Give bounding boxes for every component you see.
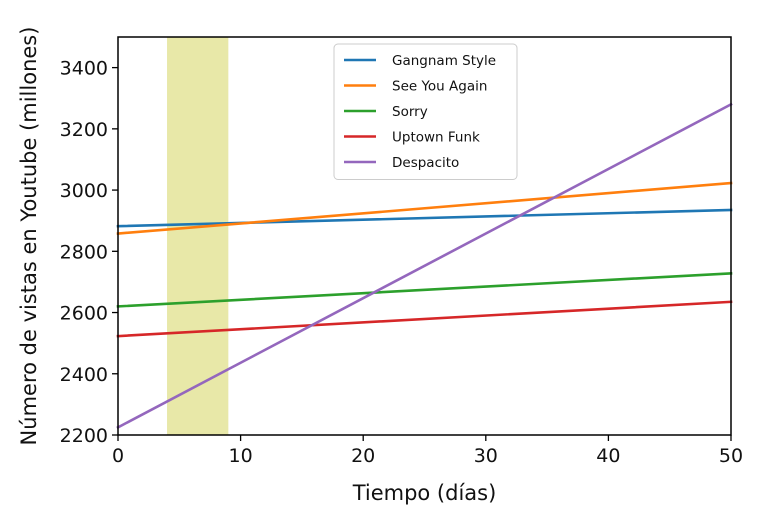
y-tick-label: 2600 [60, 303, 108, 325]
y-tick-label: 3400 [60, 58, 108, 80]
legend-box [333, 43, 518, 180]
y-tick-label: 2200 [60, 425, 108, 447]
x-axis-title: Tiempo (días) [352, 481, 497, 505]
y-axis-title: Número de vistas en Youtube (millones) [17, 27, 41, 446]
y-tick-label: 2800 [60, 241, 108, 263]
x-tick-label: 40 [596, 445, 620, 467]
legend-label: Gangnam Style [392, 53, 496, 69]
x-tick-label: 20 [351, 445, 375, 467]
x-tick-label: 50 [719, 445, 743, 467]
x-tick-label: 30 [474, 445, 498, 467]
series-lines-layer [116, 102, 733, 430]
x-tick-label: 0 [112, 445, 124, 467]
highlight-band-layer [167, 37, 229, 435]
y-tick-label: 3200 [60, 119, 108, 141]
legend-label: Sorry [392, 104, 428, 120]
series-line-gangnam-style [116, 208, 733, 228]
highlight-band [167, 37, 229, 435]
series-line-see-you-again [116, 181, 733, 235]
legend: Gangnam Style See You Again Sorry Uptown Fu… [333, 43, 518, 180]
legend-label: Uptown Funk [392, 130, 480, 146]
legend-label: Despacito [392, 155, 459, 171]
plot-area-frame [117, 36, 732, 436]
series-line-despacito [116, 102, 733, 430]
axis-ticks-layer: 0 10 20 30 40 50 2200 2400 2600 2800 3000 3200 3400 [60, 58, 743, 467]
series-line-sorry [116, 271, 733, 308]
y-tick-label: 2400 [60, 364, 108, 386]
x-tick-label: 10 [229, 445, 253, 467]
legend-label: See You Again [392, 79, 487, 95]
y-tick-label: 3000 [60, 180, 108, 202]
series-line-uptown-funk [116, 300, 733, 338]
